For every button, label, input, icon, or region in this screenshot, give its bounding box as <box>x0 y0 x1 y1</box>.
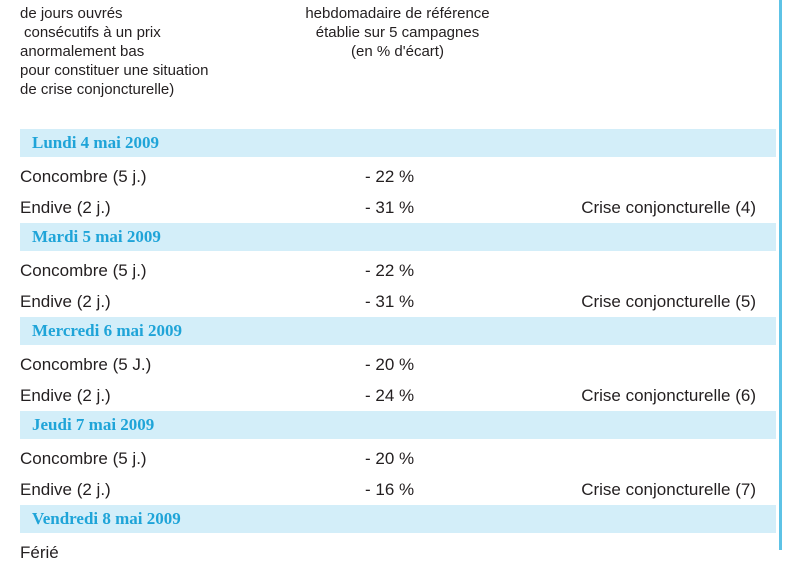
price-gap: - 16 % <box>365 480 415 499</box>
price-gap: - 24 % <box>365 386 415 405</box>
price-gap: - 31 % <box>365 198 415 217</box>
table-frame <box>779 0 782 550</box>
table-row: Endive (2 j.) - 31 % Crise conjoncturell… <box>20 286 776 317</box>
product-name: Endive (2 j.) <box>20 198 111 217</box>
table-row: Concombre (5 j.) - 22 % <box>20 255 776 286</box>
table-row: Endive (2 j.) - 24 % Crise conjoncturell… <box>20 380 776 411</box>
product-name: Férié <box>20 543 59 562</box>
reference-header: hebdomadaire de référence établie sur 5 … <box>270 4 525 61</box>
day-header: Mardi 5 mai 2009 <box>20 223 776 251</box>
product-name: Concombre (5 j.) <box>20 261 147 280</box>
header-line: anormalement bas <box>20 43 145 60</box>
criteria-header: de jours ouvrés consécutifs à un prix an… <box>20 4 280 99</box>
header-line: hebdomadaire de référence <box>305 5 490 22</box>
table-row: Endive (2 j.) - 31 % Crise conjoncturell… <box>20 192 776 223</box>
crisis-status: Crise conjoncturelle (7) <box>581 480 756 499</box>
product-name: Endive (2 j.) <box>20 386 111 405</box>
price-gap: - 22 % <box>365 167 415 186</box>
table-row: Concombre (5 J.) - 20 % <box>20 349 776 380</box>
table-row: Endive (2 j.) - 16 % Crise conjoncturell… <box>20 474 776 505</box>
product-name: Concombre (5 j.) <box>20 167 147 186</box>
table-row: Concombre (5 j.) - 20 % <box>20 443 776 474</box>
product-name: Concombre (5 j.) <box>20 449 147 468</box>
product-name: Concombre (5 J.) <box>20 355 152 374</box>
price-gap: - 20 % <box>365 355 415 374</box>
crisis-status: Crise conjoncturelle (5) <box>581 292 756 311</box>
table-row: Concombre (5 j.) - 22 % <box>20 161 776 192</box>
product-name: Endive (2 j.) <box>20 292 111 311</box>
table-row: Férié <box>20 537 776 565</box>
day-header: Lundi 4 mai 2009 <box>20 129 776 157</box>
day-header: Vendredi 8 mai 2009 <box>20 505 776 533</box>
header-line: consécutifs à un prix <box>24 24 161 41</box>
crisis-status: Crise conjoncturelle (4) <box>581 198 756 217</box>
price-gap: - 20 % <box>365 449 415 468</box>
header-line: de crise conjoncturelle) <box>20 81 175 98</box>
day-header: Mercredi 6 mai 2009 <box>20 317 776 345</box>
day-header: Jeudi 7 mai 2009 <box>20 411 776 439</box>
crisis-status: Crise conjoncturelle (6) <box>581 386 756 405</box>
price-table: Lundi 4 mai 2009 Concombre (5 j.) - 22 %… <box>20 129 776 565</box>
header-line: établie sur 5 campagnes <box>315 24 480 41</box>
header-line: pour constituer une situation <box>20 62 209 79</box>
product-name: Endive (2 j.) <box>20 480 111 499</box>
price-gap: - 22 % <box>365 261 415 280</box>
header-line: de jours ouvrés <box>20 5 123 22</box>
header-line: (en % d'écart) <box>351 43 444 60</box>
price-gap: - 31 % <box>365 292 415 311</box>
